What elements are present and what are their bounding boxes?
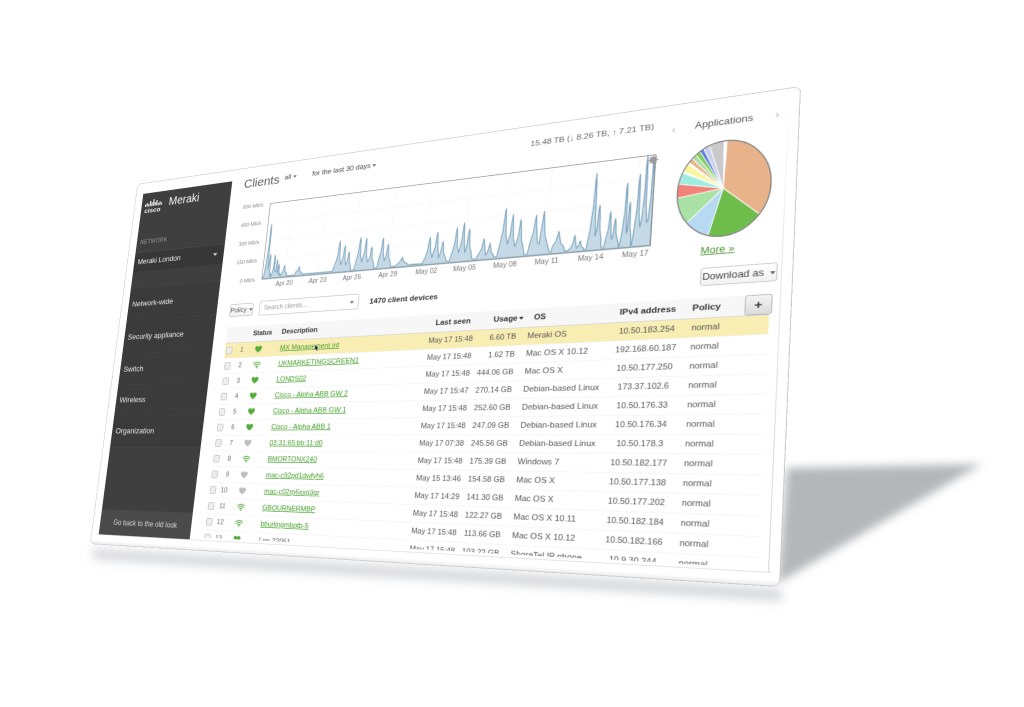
svg-text:cisco: cisco xyxy=(144,207,161,214)
